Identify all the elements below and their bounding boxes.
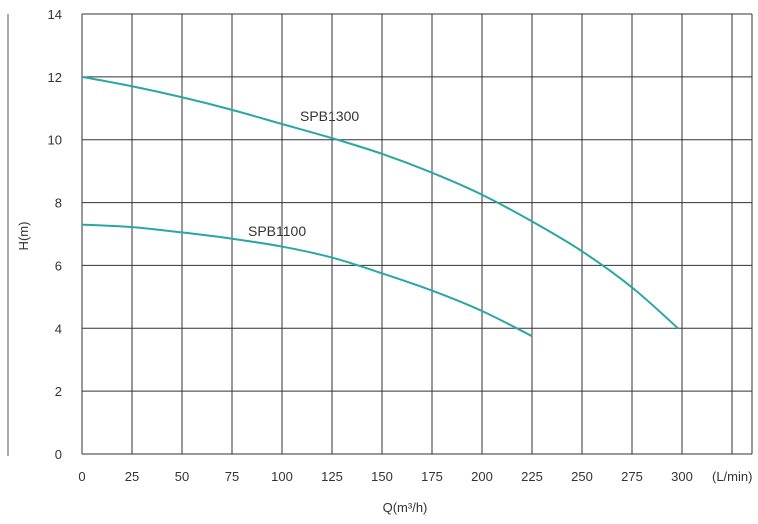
x-tick-label: 175 [421,469,443,484]
x-tick-label: 50 [175,469,189,484]
x-axis-unit: (L/min) [712,469,752,484]
x-tick-label: 75 [225,469,239,484]
x-tick-label: 125 [321,469,343,484]
grid [81,13,753,455]
y-tick-label: 6 [55,258,62,273]
y-tick-label: 2 [55,384,62,399]
x-tick-label: 275 [621,469,643,484]
series-line-spb1100 [81,223,533,338]
x-tick-label: 250 [571,469,593,484]
x-tick-label: 300 [671,469,693,484]
y-tick-label: 10 [48,133,62,148]
series-line-spb1300 [81,75,679,330]
y-tick-label: 0 [55,447,62,462]
y-tick-label: 12 [48,70,62,85]
x-tick-label: 100 [271,469,293,484]
x-tick-label: 25 [125,469,139,484]
y-tick-label: 8 [55,196,62,211]
x-tick-label: 225 [521,469,543,484]
x-tick-label: 200 [471,469,493,484]
tick-labels: 0 25 50 75 100 125 150 175 200 225 250 275 300 0 2 4 6 8 1… [48,7,693,484]
series-lines [81,75,679,338]
x-tick-label: 150 [371,469,393,484]
y-axis-title: H(m) [16,222,31,251]
y-tick-label: 4 [55,321,62,336]
series-labels: SPB1300 SPB1100 [248,108,359,239]
x-axis-title: Q(m³/h) [383,500,428,515]
x-tick-label: 0 [78,469,85,484]
series-label-spb1100: SPB1100 [248,223,306,239]
y-tick-label: 14 [48,7,62,22]
series-label-spb1300: SPB1300 [300,108,359,124]
